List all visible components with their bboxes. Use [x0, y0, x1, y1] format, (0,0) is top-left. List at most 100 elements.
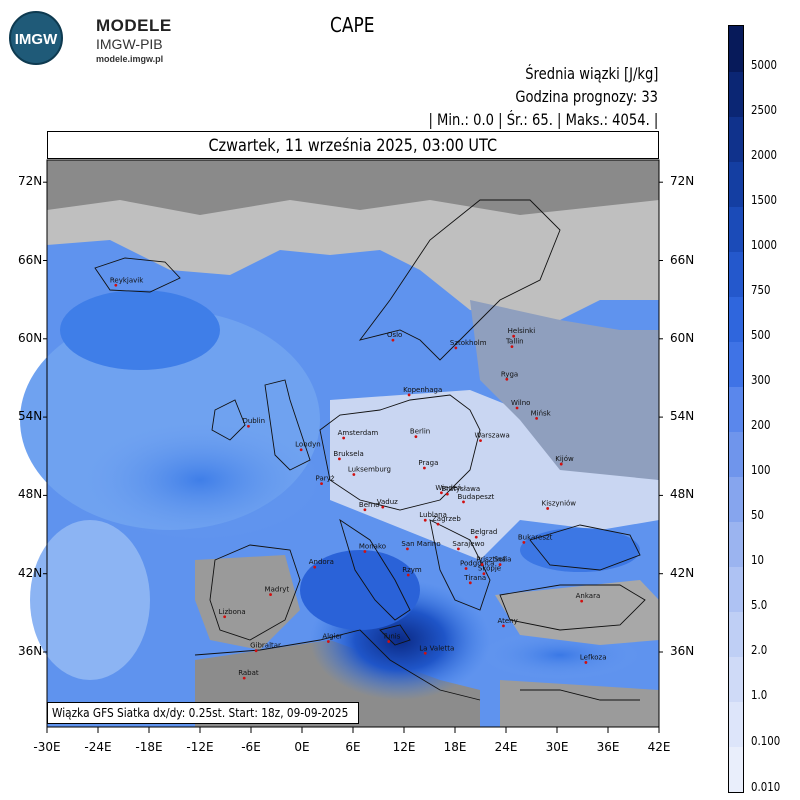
- city-dot: [254, 649, 258, 653]
- city-dot: [440, 491, 443, 495]
- city-marker: Wiedeń: [435, 484, 462, 495]
- city-label: Algier: [322, 633, 342, 641]
- legend-label: 0.100: [751, 733, 781, 748]
- city-label: Vaduz: [377, 498, 398, 506]
- city-marker: Dublin: [242, 417, 265, 428]
- city-dot: [406, 547, 409, 551]
- legend-color-cell: [729, 746, 743, 793]
- legend-color-cell: [729, 701, 743, 748]
- city-dot: [247, 424, 250, 428]
- footer-text: Wiązka GFS Siatka dx/dy: 0.25st. Start: …: [52, 706, 349, 720]
- lon-label: 12E: [392, 740, 416, 754]
- legend-label: 2500: [751, 102, 777, 117]
- city-label: Kijów: [555, 455, 574, 463]
- city-label: Oslo: [387, 331, 402, 339]
- parameter-title: CAPE: [330, 13, 375, 37]
- city-marker: Bukareszt: [518, 533, 553, 544]
- brand-url[interactable]: modele.imgw.pl: [96, 54, 164, 64]
- city-marker: Rabat: [238, 669, 259, 680]
- lon-label: 24E: [494, 740, 518, 754]
- city-dot: [342, 436, 346, 440]
- lon-label: 42E: [647, 740, 671, 754]
- city-label: Andora: [309, 558, 334, 566]
- city-marker: Ankara: [576, 592, 600, 603]
- city-marker: Madryt: [265, 586, 290, 596]
- city-label: Gibraltar: [250, 642, 281, 650]
- city-marker: Podgorica: [460, 559, 494, 570]
- city-layer: Reykjavik Oslo Sztokholm Helsinki Tallin Ryga…: [110, 276, 607, 680]
- city-label: Lizbona: [219, 608, 246, 616]
- city-marker: Ryga: [501, 370, 518, 381]
- city-dot: [584, 661, 588, 664]
- legend-color-cell: [729, 296, 743, 342]
- city-dot: [326, 640, 330, 643]
- city-label: Ateny: [497, 617, 517, 625]
- city-label: Rabat: [238, 669, 259, 677]
- city-dot: [338, 457, 341, 461]
- lat-label-left: 60N: [18, 330, 43, 345]
- city-label: Rzym: [402, 566, 422, 574]
- legend-color-cell: [729, 206, 743, 252]
- city-dot: [535, 417, 538, 420]
- city-label: Sarajewo: [452, 540, 484, 548]
- city-label: Berlin: [410, 428, 430, 436]
- city-label: Ryga: [501, 370, 518, 378]
- city-dot: [522, 540, 526, 544]
- city-dot: [313, 565, 317, 569]
- footer-info: Wiązka GFS Siatka dx/dy: 0.25st. Start: …: [47, 702, 359, 724]
- city-marker: Sarajewo: [452, 540, 485, 551]
- legend-label: 750: [751, 282, 771, 297]
- city-dot: [510, 345, 514, 349]
- city-dot: [114, 283, 118, 287]
- city-dot: [498, 563, 502, 566]
- lon-label: -12E: [186, 740, 214, 754]
- legend-color-cell: [729, 161, 743, 207]
- city-label: Madryt: [265, 586, 290, 594]
- logo-text: IMGW: [15, 31, 58, 48]
- brand-title: MODELE: [96, 16, 172, 35]
- city-dot: [436, 522, 440, 526]
- city-dot: [580, 599, 584, 603]
- lat-label-left: 48N: [18, 487, 43, 502]
- lat-label-right: 72N: [670, 174, 695, 189]
- legend-label: 200: [751, 418, 771, 433]
- legend-color-cell: [729, 251, 743, 297]
- city-marker: Rzym: [402, 566, 422, 577]
- city-dot: [406, 573, 410, 577]
- lon-label: -18E: [135, 740, 163, 754]
- city-label: Bratysława: [441, 485, 480, 493]
- city-label: Wiedeń: [435, 484, 461, 492]
- unit-line: Średnia wiązki [J/kg]: [524, 64, 658, 83]
- city-marker: Berno: [359, 501, 379, 512]
- city-dot: [482, 572, 486, 576]
- legend-label: 0.010: [751, 780, 781, 794]
- city-dot: [468, 581, 472, 585]
- city-label: Kiszyniów: [542, 499, 577, 507]
- lat-label-left: 42N: [18, 565, 43, 580]
- city-marker: Belgrad: [470, 528, 497, 539]
- city-marker: Wilno: [511, 399, 530, 410]
- city-label: Helsinki: [508, 327, 536, 335]
- city-dot: [505, 377, 509, 381]
- city-marker: Luksemburg: [348, 466, 391, 476]
- city-label: Skopje: [478, 565, 501, 573]
- city-dot: [512, 334, 516, 338]
- legend-label: 5.0: [751, 598, 768, 613]
- city-marker: La Valetta: [419, 644, 454, 655]
- city-marker: Andora: [309, 558, 334, 569]
- legend-label: 500: [751, 328, 771, 342]
- city-marker: San Marino: [401, 540, 441, 551]
- lat-label-left: 54N: [18, 409, 43, 424]
- legend-label: 300: [751, 373, 771, 388]
- legend-color-cell: [729, 26, 743, 72]
- logo: IMGW MODELE IMGW-PIB modele.imgw.pl: [8, 10, 171, 65]
- city-dot: [269, 593, 272, 596]
- city-marker: Sztokholm: [450, 339, 487, 350]
- city-label: Paryż: [316, 475, 335, 483]
- city-label: Tirana: [463, 574, 486, 582]
- city-label: Lublana: [419, 511, 447, 519]
- city-dot: [363, 508, 367, 512]
- city-label: Sofia: [494, 556, 511, 564]
- legend-color-cell: [729, 71, 743, 117]
- city-label: San Marino: [401, 540, 440, 548]
